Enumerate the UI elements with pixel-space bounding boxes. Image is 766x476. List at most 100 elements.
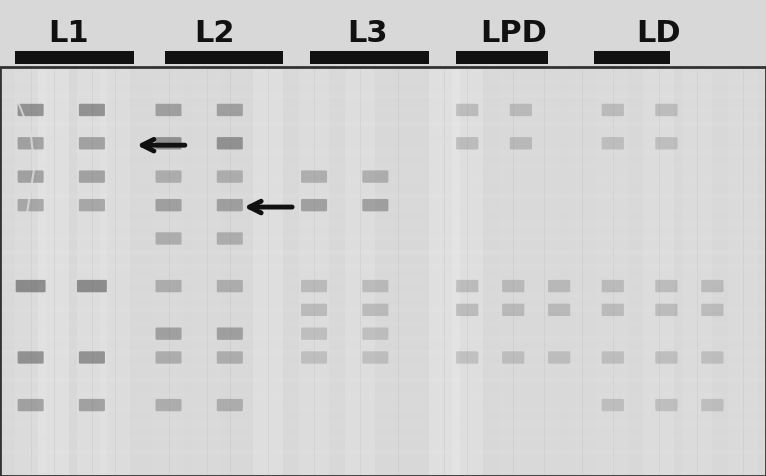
FancyBboxPatch shape [502,304,525,316]
FancyBboxPatch shape [155,199,182,211]
Bar [0,79,766,83]
Text: L1: L1 [48,19,90,48]
Bar [0,164,766,169]
Bar [456,51,548,64]
FancyBboxPatch shape [18,351,44,364]
Bar [0,321,766,326]
FancyBboxPatch shape [602,104,624,116]
Bar [0,207,766,212]
Bar [38,67,69,476]
Bar [0,107,766,112]
Bar [0,221,766,226]
FancyBboxPatch shape [155,280,182,292]
FancyBboxPatch shape [301,304,327,316]
Bar [0,278,766,283]
FancyBboxPatch shape [217,399,243,411]
FancyBboxPatch shape [510,104,532,116]
FancyBboxPatch shape [502,280,525,292]
Bar [567,67,597,476]
Bar [429,67,460,476]
Bar [0,421,766,426]
Bar [0,307,766,312]
FancyBboxPatch shape [362,351,388,364]
FancyBboxPatch shape [656,137,678,149]
FancyBboxPatch shape [602,304,624,316]
FancyBboxPatch shape [15,280,46,292]
FancyBboxPatch shape [155,137,182,149]
Bar [100,67,130,476]
Bar [0,436,766,440]
FancyBboxPatch shape [79,104,105,116]
FancyBboxPatch shape [362,304,388,316]
Bar [15,67,46,476]
Bar [0,178,766,183]
FancyBboxPatch shape [301,327,327,340]
FancyBboxPatch shape [155,399,182,411]
FancyBboxPatch shape [79,351,105,364]
Bar [594,51,670,64]
Bar [0,250,766,255]
Bar [192,67,222,476]
FancyBboxPatch shape [79,170,105,183]
FancyBboxPatch shape [548,351,570,364]
Bar [0,293,766,298]
FancyBboxPatch shape [301,280,327,292]
Bar [214,67,245,476]
FancyBboxPatch shape [155,170,182,183]
FancyBboxPatch shape [362,280,388,292]
FancyBboxPatch shape [155,351,182,364]
Bar [682,67,712,476]
FancyBboxPatch shape [602,137,624,149]
FancyBboxPatch shape [656,351,678,364]
FancyBboxPatch shape [362,327,388,340]
FancyBboxPatch shape [18,399,44,411]
Bar [153,67,184,476]
FancyBboxPatch shape [155,232,182,245]
FancyBboxPatch shape [702,399,724,411]
Bar [498,67,529,476]
FancyBboxPatch shape [301,199,327,211]
FancyBboxPatch shape [217,199,243,211]
FancyBboxPatch shape [217,170,243,183]
Bar [165,51,283,64]
FancyBboxPatch shape [457,104,478,116]
FancyBboxPatch shape [702,304,724,316]
Bar [345,67,375,476]
Bar [0,67,766,476]
Bar [0,336,766,340]
FancyBboxPatch shape [457,351,478,364]
Bar [0,136,766,140]
FancyBboxPatch shape [602,280,624,292]
Bar [383,67,414,476]
Text: LPD: LPD [480,19,547,48]
Bar [77,67,107,476]
FancyBboxPatch shape [457,304,478,316]
FancyBboxPatch shape [155,327,182,340]
FancyBboxPatch shape [656,280,678,292]
Bar [643,67,674,476]
Bar [0,150,766,155]
FancyBboxPatch shape [217,351,243,364]
FancyBboxPatch shape [18,170,44,183]
FancyBboxPatch shape [510,137,532,149]
Bar [0,450,766,455]
Bar [0,364,766,369]
Text: LD: LD [637,19,681,48]
FancyBboxPatch shape [79,399,105,411]
FancyBboxPatch shape [301,170,327,183]
FancyBboxPatch shape [77,280,107,292]
Bar [0,193,766,198]
Bar [310,51,429,64]
FancyBboxPatch shape [602,351,624,364]
FancyBboxPatch shape [79,137,105,149]
FancyBboxPatch shape [457,280,478,292]
FancyBboxPatch shape [79,199,105,211]
FancyBboxPatch shape [18,137,44,149]
Bar [299,67,329,476]
FancyBboxPatch shape [656,104,678,116]
FancyBboxPatch shape [548,280,570,292]
FancyBboxPatch shape [656,399,678,411]
Bar [0,393,766,397]
Bar [529,67,559,476]
FancyBboxPatch shape [301,351,327,364]
